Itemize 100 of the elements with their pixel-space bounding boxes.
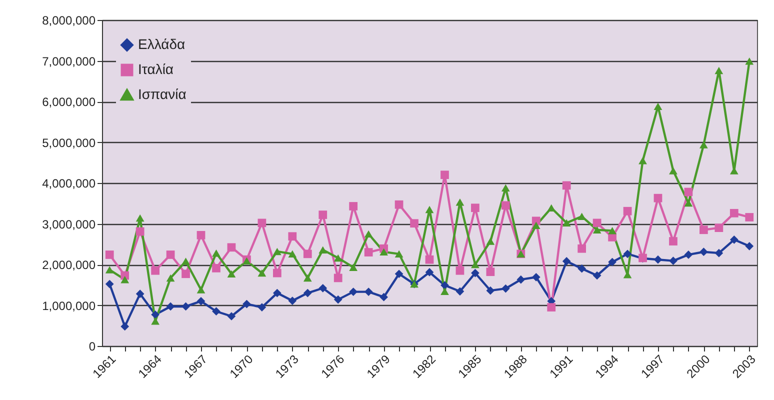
point [394, 270, 404, 278]
point [654, 255, 662, 264]
y-tick-label: 2,000,000 [42, 258, 96, 272]
y-tick-label: 6,000,000 [42, 95, 96, 109]
point [212, 264, 220, 272]
point [272, 288, 282, 298]
point [227, 312, 236, 320]
point [425, 206, 434, 214]
point [562, 257, 571, 266]
point [745, 58, 754, 65]
point [364, 230, 373, 238]
point [562, 181, 571, 190]
point [532, 222, 540, 230]
point [638, 156, 647, 164]
point [700, 141, 708, 148]
point [182, 302, 190, 311]
point [623, 250, 632, 258]
point [623, 206, 632, 216]
point [425, 268, 434, 276]
point [151, 310, 160, 319]
point [547, 303, 556, 312]
point [745, 242, 754, 250]
point [242, 300, 251, 308]
point [196, 230, 206, 240]
point [684, 250, 693, 259]
point [318, 284, 328, 292]
point [349, 202, 358, 210]
point [182, 270, 190, 278]
point [105, 250, 114, 259]
point [486, 268, 495, 276]
point [258, 269, 266, 277]
point [684, 188, 693, 196]
point [471, 268, 480, 278]
point [151, 266, 160, 275]
point [227, 243, 236, 252]
point [608, 258, 616, 266]
point [288, 232, 297, 241]
point [227, 270, 236, 278]
legend-label: Ιταλία [138, 61, 174, 77]
point [501, 184, 510, 192]
point [714, 224, 724, 232]
point [592, 226, 602, 234]
point [303, 274, 312, 282]
point [425, 255, 434, 264]
y-tick-label: 0 [88, 340, 96, 354]
point [578, 244, 586, 253]
point [334, 295, 342, 304]
point [318, 210, 328, 219]
point [182, 258, 190, 265]
point [562, 219, 571, 227]
y-tick-label: 8,000,000 [42, 14, 96, 28]
y-tick-label: 3,000,000 [42, 217, 96, 232]
point [608, 227, 616, 234]
point [532, 216, 540, 226]
point [151, 318, 160, 325]
point [501, 201, 510, 210]
point [349, 264, 358, 271]
point [120, 322, 130, 331]
point [380, 248, 388, 256]
y-tick-label: 5,000,000 [42, 136, 96, 150]
point [334, 274, 342, 282]
y-tick-label: 1,000,000 [42, 298, 96, 313]
point [486, 286, 495, 295]
point [166, 250, 175, 259]
point [196, 296, 206, 306]
point [105, 280, 114, 288]
point [745, 213, 754, 222]
point [730, 235, 738, 244]
point [334, 254, 342, 262]
point [714, 248, 724, 258]
point [456, 266, 464, 275]
point [654, 194, 662, 202]
y-tick-label: 4,000,000 [42, 176, 96, 190]
point [120, 276, 130, 284]
point [669, 167, 678, 174]
point [318, 246, 328, 254]
point [578, 264, 586, 273]
y-tick-label: 7,000,000 [42, 54, 96, 68]
point [136, 290, 144, 298]
point [349, 288, 358, 296]
point [136, 227, 144, 236]
point [410, 219, 418, 228]
point [471, 204, 480, 212]
point [440, 281, 449, 290]
point [272, 268, 282, 278]
point [669, 237, 678, 246]
legend-label: Ισπανία [138, 86, 186, 102]
point [440, 288, 449, 296]
point [196, 286, 206, 294]
point [532, 272, 540, 282]
point [730, 208, 738, 218]
point [303, 250, 312, 258]
point [288, 250, 297, 258]
point [288, 296, 297, 305]
point [364, 288, 373, 296]
point [516, 275, 526, 284]
point [547, 204, 556, 212]
point [394, 200, 404, 209]
point [592, 271, 602, 280]
point [654, 102, 662, 110]
